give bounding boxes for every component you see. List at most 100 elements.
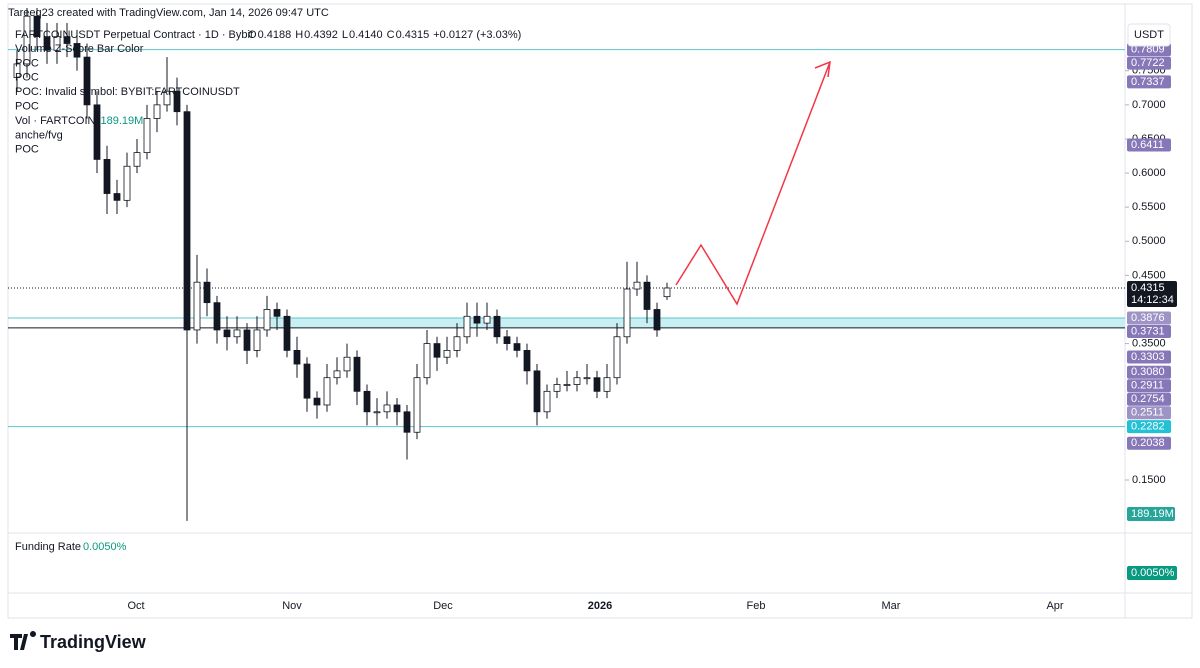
y-tick-label: 0.7000 [1132, 99, 1166, 111]
price-tag-label: 0.3303 [1131, 351, 1165, 363]
candle-body [353, 356, 361, 392]
candle-body [513, 343, 521, 351]
price-tag-label: 0.3876 [1131, 312, 1165, 324]
candle-body [443, 350, 451, 358]
candle-body [183, 111, 191, 331]
ohlc-key: L [342, 29, 348, 41]
x-label: 2026 [588, 600, 612, 612]
drawn-arrow [675, 61, 831, 306]
ohlc-value: 0.4315 [396, 29, 430, 41]
x-label: Dec [433, 600, 453, 612]
y-tick-label: 0.5000 [1132, 235, 1166, 247]
candle-body [483, 315, 491, 324]
x-label: Oct [127, 600, 144, 612]
indicator: POC [15, 144, 39, 156]
candle-body [603, 377, 611, 392]
candle-body [263, 309, 271, 331]
price-tag-label: 0.3080 [1131, 366, 1165, 378]
candle-body [33, 15, 41, 38]
candle-body [363, 390, 371, 413]
indicator: POC [15, 101, 39, 113]
candle-body [643, 281, 651, 310]
candle-body [583, 377, 591, 380]
candle-body [383, 404, 391, 413]
candle-body [543, 390, 551, 413]
candle-body [43, 36, 51, 51]
countdown: 14:12:34 [1131, 294, 1174, 306]
candle-body [73, 43, 81, 58]
funding-tag-label: 0.0050% [1131, 567, 1175, 579]
ohlc-value: 0.4392 [304, 29, 338, 41]
price-tag-label: 0.2754 [1131, 393, 1165, 405]
volume-tag-label: 189.19M [1131, 508, 1174, 520]
last-price-label: 0.4315 [1131, 282, 1165, 294]
candle-body [533, 370, 541, 413]
x-label: Nov [282, 600, 302, 612]
price-tag-label: 0.7722 [1131, 57, 1165, 69]
price-tag [1127, 56, 1171, 70]
candle-body [243, 329, 251, 351]
candle-body [273, 309, 281, 317]
price-tag-label: 0.7809 [1131, 44, 1165, 56]
price-tag-label: 0.2511 [1131, 407, 1164, 419]
price-tag-label: 0.2911 [1131, 380, 1164, 392]
candle-body [493, 315, 501, 338]
candle-body [13, 63, 21, 78]
ohlc-value: 0.4140 [349, 29, 383, 41]
candle-body [653, 309, 661, 331]
x-label: Feb [747, 600, 766, 612]
candle-body [293, 350, 301, 365]
candle-body [233, 329, 241, 338]
price-tag [1127, 406, 1171, 420]
ohlc-key: C [387, 29, 395, 41]
candle-body [403, 411, 411, 433]
price-tag-label: 0.2282 [1131, 421, 1165, 433]
candle-body [283, 315, 291, 351]
arrow-head [814, 60, 831, 78]
candle-body [313, 397, 321, 406]
candle-body [303, 363, 311, 399]
price-tag [1127, 138, 1171, 152]
funding-tag [1127, 566, 1177, 580]
candle-body [453, 336, 461, 351]
price-tag [1127, 420, 1171, 434]
ohlc-key: O [248, 29, 257, 41]
y-tick-label: 0.5500 [1132, 201, 1166, 213]
candle-body [173, 90, 181, 113]
y-tick-label: 0.3500 [1132, 337, 1166, 349]
volume-value: 189.19M [100, 115, 143, 127]
price-tag [1127, 311, 1171, 325]
candle-body [123, 165, 131, 201]
price-tag-label: 0.6411 [1131, 139, 1164, 151]
funding-name: Funding Rate [15, 541, 81, 553]
indicator: anche/fvg [15, 129, 63, 141]
candle-body [573, 377, 581, 385]
candle-body [343, 356, 351, 372]
candle-body [223, 329, 231, 338]
ohlc-key: H [295, 29, 303, 41]
y-tick-label: 0.1500 [1132, 474, 1166, 486]
indicator: POC: Invalid symbol: BYBIT:FARTCOINUSDT [15, 86, 240, 98]
candle-body [553, 384, 561, 392]
currency[interactable]: USDT [1134, 29, 1164, 41]
candle-body [633, 281, 641, 290]
funding-value: 0.0050% [83, 541, 127, 553]
candle-body [253, 329, 261, 351]
candle-body [433, 343, 441, 358]
x-label: Mar [882, 600, 901, 612]
symbol: FARTCOINUSDT Perpetual Contract · 1D · B… [15, 29, 253, 41]
candle-body [323, 377, 331, 406]
ohlc-value: 0.4188 [258, 29, 292, 41]
price-tag [1127, 392, 1171, 406]
plot [8, 8, 1125, 521]
candle-body [143, 118, 151, 154]
currency-button[interactable] [1127, 23, 1171, 47]
candle-body [83, 56, 91, 106]
attribution: Tareeq23 created with TradingView.com, J… [8, 7, 329, 19]
price-axis: 0.75000.70000.65000.60000.55000.50000.45… [1125, 43, 1177, 521]
candle-body [213, 302, 221, 331]
candle-body [593, 377, 601, 392]
candle-body [373, 411, 381, 414]
x-label: Apr [1046, 600, 1063, 612]
